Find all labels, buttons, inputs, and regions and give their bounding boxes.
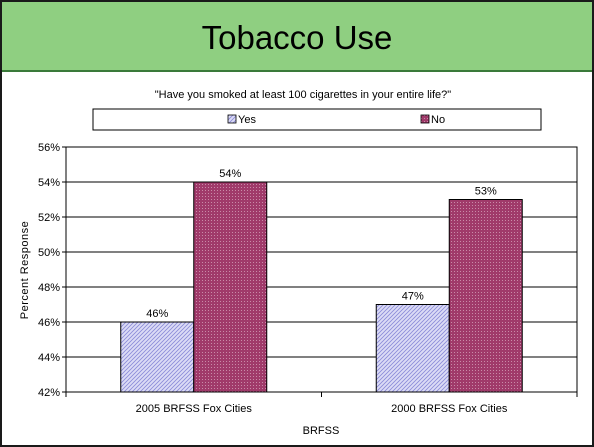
x-axis-title: BRFSS xyxy=(303,425,340,437)
y-tick-label: 44% xyxy=(38,352,60,364)
title-band: Tobacco Use xyxy=(2,2,592,72)
plot-area: 42% 44% 46% 48% 50% 52% 54% 56% 46% 54% 2005 BRFSS… xyxy=(38,142,578,415)
y-tick-label: 46% xyxy=(38,317,60,329)
legend: Yes No xyxy=(92,108,542,131)
y-axis-title: Percent Response xyxy=(19,221,31,320)
legend-box xyxy=(92,108,542,131)
y-tick-label: 54% xyxy=(38,177,60,189)
y-tick-label: 56% xyxy=(38,142,60,154)
chart-subtitle: "Have you smoked at least 100 cigarettes… xyxy=(155,89,452,101)
y-tick-label: 50% xyxy=(38,247,60,259)
legend-label-no: No xyxy=(431,114,445,126)
bar-yes-2 xyxy=(375,304,450,393)
bar-no-1 xyxy=(193,181,268,393)
data-label-yes-1: 46% xyxy=(146,308,168,320)
data-label-no-2: 53% xyxy=(475,186,497,198)
bar-yes-1 xyxy=(120,321,195,393)
legend-label-yes: Yes xyxy=(238,114,256,126)
plot-border xyxy=(65,146,578,393)
y-tick-label: 48% xyxy=(38,282,60,294)
data-label-no-1: 54% xyxy=(219,168,241,180)
data-label-yes-2: 47% xyxy=(402,291,424,303)
slide-title: Tobacco Use xyxy=(201,19,393,56)
legend-swatch-no xyxy=(420,114,430,124)
y-tick-label: 42% xyxy=(38,387,60,399)
x-category-label: 2000 BRFSS Fox Cities xyxy=(391,403,508,415)
bar-no-2 xyxy=(448,199,523,393)
legend-swatch-yes xyxy=(227,114,237,124)
y-tick-label: 52% xyxy=(38,212,60,224)
x-category-label: 2005 BRFSS Fox Cities xyxy=(136,403,253,415)
